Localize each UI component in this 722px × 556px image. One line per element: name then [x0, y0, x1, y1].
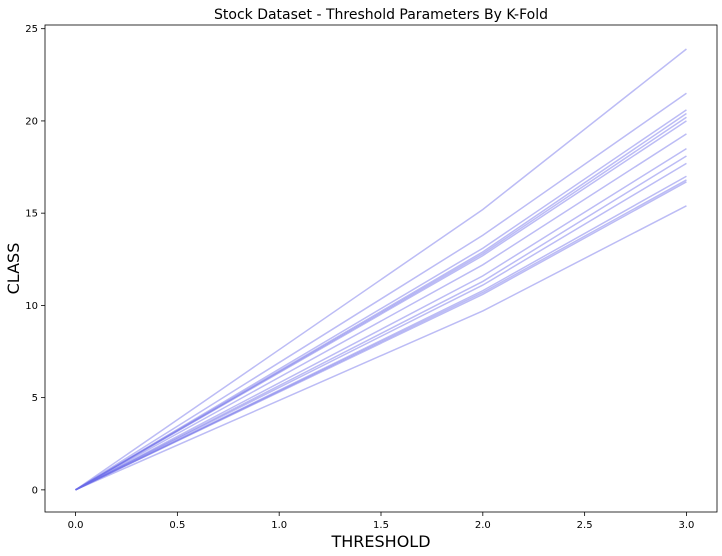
series-line-11: [75, 175, 687, 491]
y-tick-label: 10: [25, 301, 38, 312]
x-tick-label: 2.0: [475, 520, 491, 531]
series-line-8: [75, 147, 687, 491]
y-axis-label: CLASS: [4, 243, 23, 295]
chart-title: Stock Dataset - Threshold Parameters By …: [214, 7, 548, 23]
series-line-14: [75, 205, 687, 491]
series-line-12: [75, 179, 687, 491]
x-tick-label: 1.5: [373, 520, 389, 531]
x-tick-label: 1.0: [271, 520, 287, 531]
x-tick-label: 3.0: [679, 520, 695, 531]
y-tick-label: 20: [25, 116, 38, 127]
series-line-6: [75, 120, 687, 491]
x-tick-label: 0.5: [169, 520, 185, 531]
series-line-13: [75, 181, 687, 491]
y-tick-label: 0: [32, 485, 38, 496]
y-axis-ticks: 0 5 10 15 20 25: [25, 24, 45, 496]
series-line-10: [75, 162, 687, 491]
series-line-7: [75, 133, 687, 491]
series-line-3: [75, 109, 687, 491]
y-tick-label: 25: [25, 24, 38, 35]
x-axis-ticks: 0.0 0.5 1.0 1.5 2.0 2.5 3.0: [68, 512, 695, 531]
series-line-2: [75, 92, 687, 491]
x-tick-label: 0.0: [68, 520, 84, 531]
series-line-4: [75, 112, 687, 491]
series-layer: [75, 48, 687, 491]
y-tick-label: 5: [32, 393, 38, 404]
series-line-9: [75, 155, 687, 491]
x-axis-label: THRESHOLD: [330, 532, 430, 551]
x-tick-label: 2.5: [577, 520, 593, 531]
series-line-1: [75, 48, 687, 491]
y-tick-label: 15: [25, 209, 38, 220]
series-line-5: [75, 116, 687, 491]
